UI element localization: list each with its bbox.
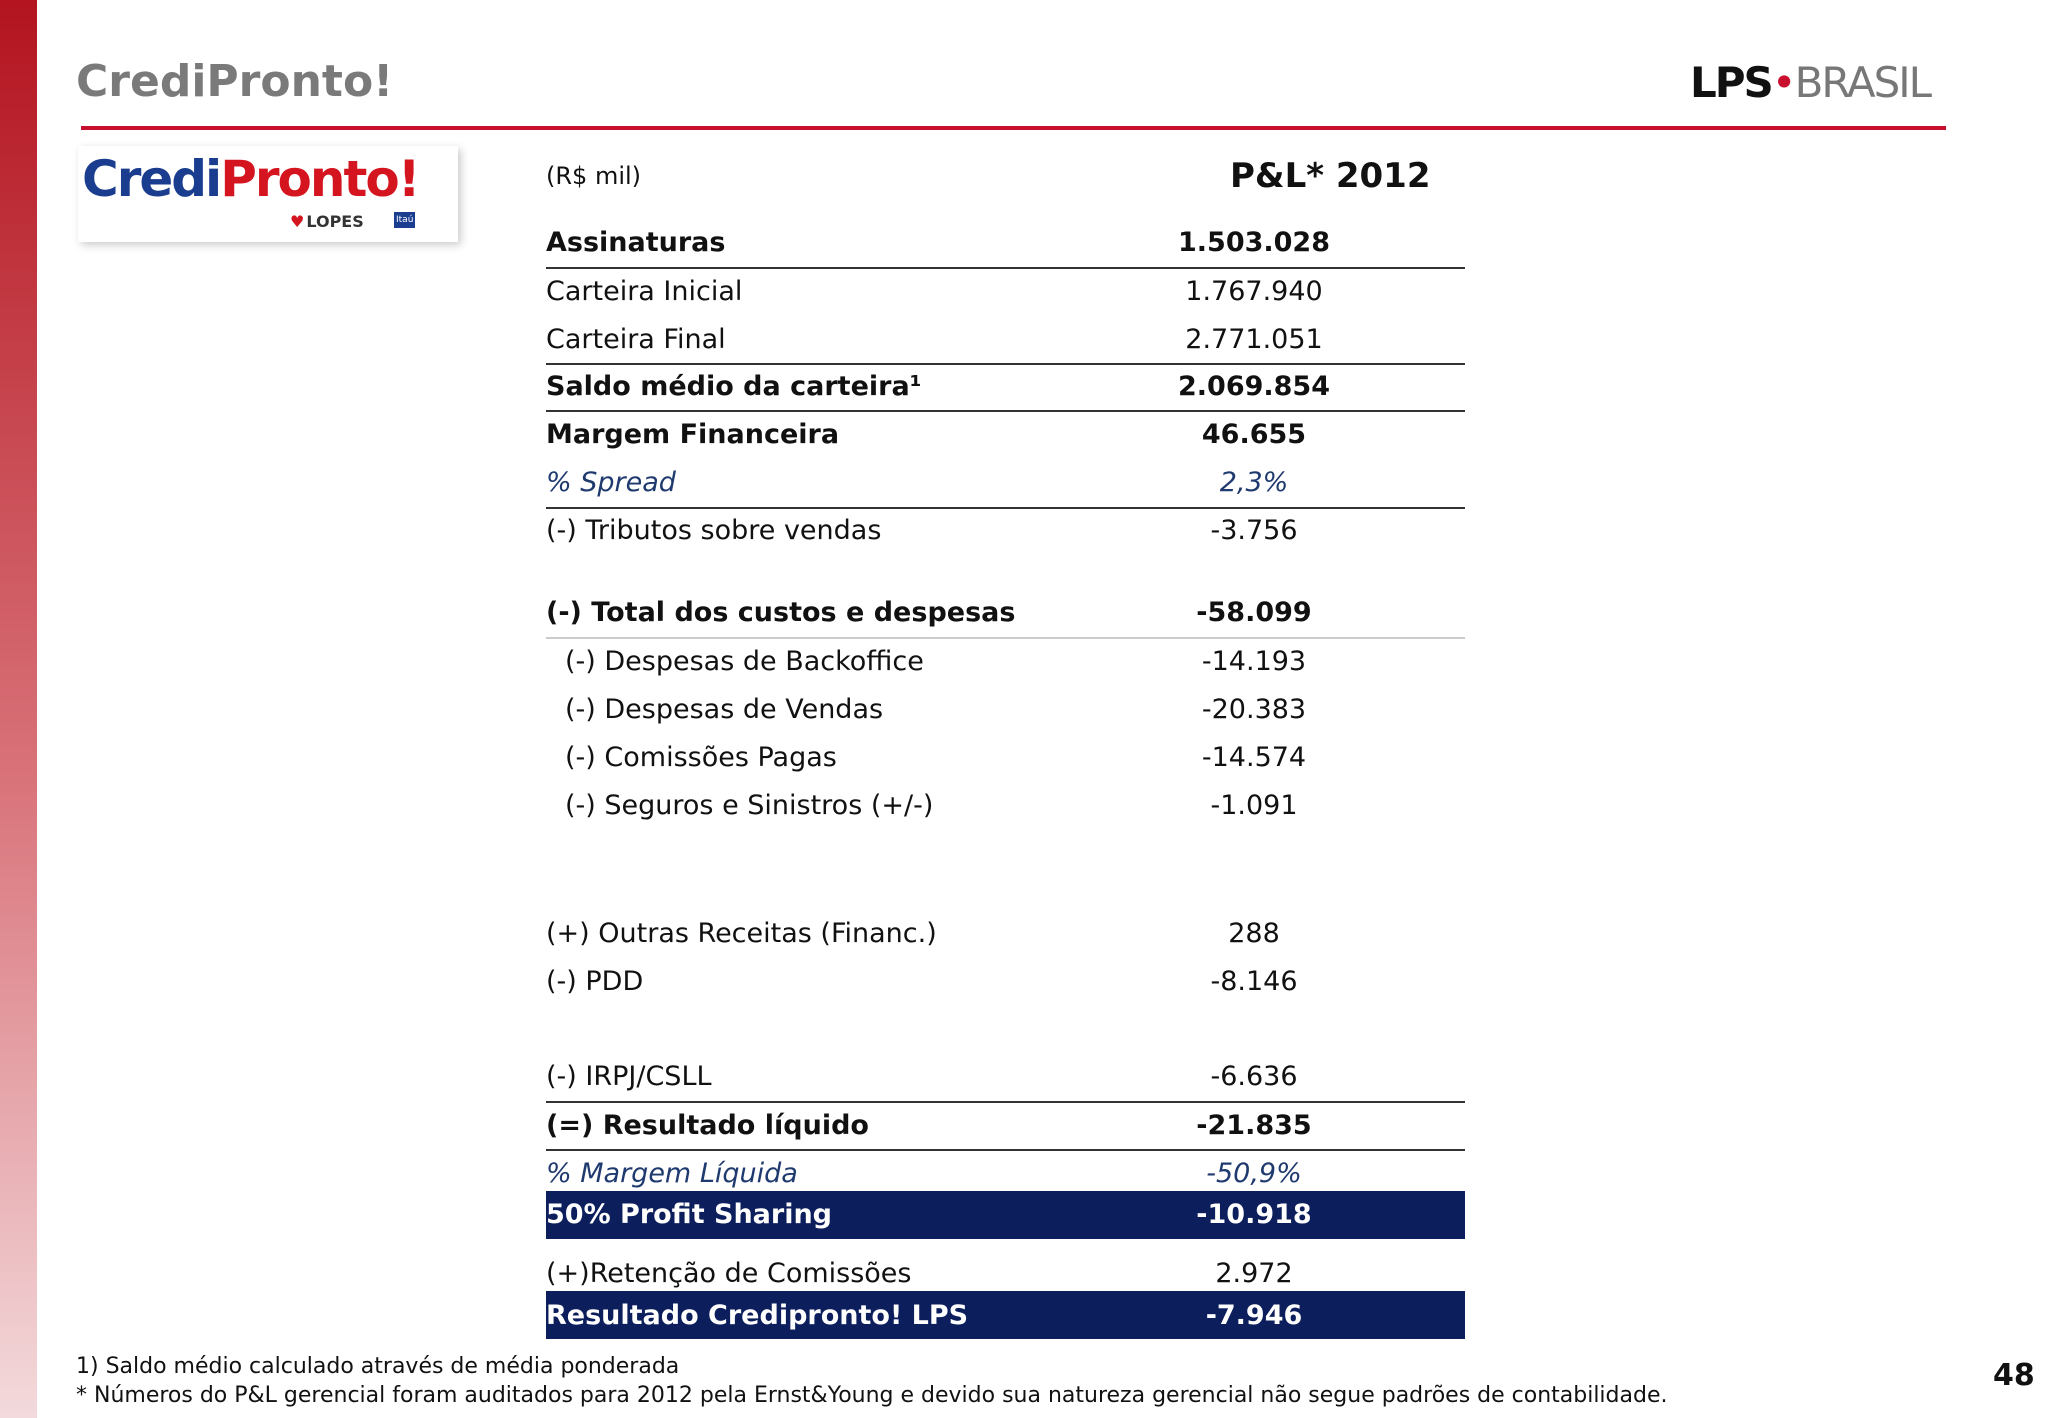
row-value: -58.099 — [1196, 597, 1312, 629]
table-row: (-) Despesas de Vendas -20.383 — [546, 685, 1465, 733]
row-value: -3.756 — [1210, 515, 1298, 547]
column-header: P&L* 2012 — [1230, 156, 1431, 196]
title: CrediPronto! — [76, 56, 394, 107]
footnote: * Números do P&L gerencial foram auditad… — [76, 1383, 1668, 1408]
row-value: 1.503.028 — [1177, 227, 1331, 259]
brand: LPS•BRASIL — [1690, 58, 1932, 107]
brand-right: BRASIL — [1794, 58, 1932, 107]
row-label: Saldo médio da carteira¹ — [546, 370, 922, 402]
row-label: (-) Total dos custos e despesas — [546, 597, 1016, 629]
row-value: -10.918 — [1196, 1199, 1312, 1231]
row-label: (+)Retenção de Comissões — [546, 1258, 912, 1290]
row-label: (=) Resultado líquido — [546, 1109, 869, 1141]
row-label: Assinaturas — [546, 227, 726, 259]
row-value: -14.574 — [1201, 742, 1307, 774]
row-value: -6.636 — [1210, 1061, 1298, 1093]
row-value: -14.193 — [1201, 645, 1307, 677]
table-row: (-) Seguros e Sinistros (+/-) -1.091 — [546, 782, 1465, 830]
row-label: (+) Outras Receitas (Financ.) — [546, 917, 937, 949]
table-row: (-) PDD -8.146 — [546, 958, 1465, 1006]
row-value: 2,3% — [1219, 467, 1289, 499]
side-bar — [0, 0, 37, 1418]
table-row: % Spread 2,3% — [546, 459, 1465, 509]
row-label: (-) IRPJ/CSLL — [546, 1061, 712, 1093]
row-label: % Margem Líquida — [546, 1157, 798, 1189]
row-value: -1.091 — [1210, 790, 1298, 822]
table-row: (-) Total dos custos e despesas -58.099 — [546, 589, 1465, 639]
logo: CrediPronto! LOPES Itaú — [78, 146, 458, 242]
row-label: (-) PDD — [546, 966, 644, 998]
row-label: (-) Comissões Pagas — [565, 742, 837, 774]
logo-pronto: Pronto! — [220, 150, 420, 208]
table-row: Margem Financeira 46.655 — [546, 410, 1465, 458]
table-row: Resultado Credipronto! LPS -7.946 — [546, 1291, 1465, 1340]
table-row: (-) Comissões Pagas -14.574 — [546, 734, 1465, 782]
row-value: -50,9% — [1206, 1157, 1302, 1189]
row-label: (-) Despesas de Vendas — [565, 693, 884, 725]
row-label: Carteira Final — [546, 323, 726, 355]
row-label: Resultado Credipronto! LPS — [546, 1299, 969, 1331]
brand-left: LPS — [1690, 58, 1774, 107]
row-label: Margem Financeira — [546, 418, 840, 450]
row-value: 1.767.940 — [1185, 275, 1323, 307]
row-value: 2.972 — [1215, 1258, 1293, 1290]
row-value: -7.946 — [1205, 1299, 1303, 1331]
table-row: Carteira Final 2.771.051 — [546, 315, 1465, 366]
row-value: 46.655 — [1201, 418, 1307, 450]
table-row: (-) Tributos sobre vendas -3.756 — [546, 507, 1465, 555]
table-row: (+)Retenção de Comissões 2.972 — [546, 1250, 1465, 1298]
row-value: 288 — [1228, 917, 1280, 949]
logo-itau: Itaú — [394, 212, 416, 228]
table-row: Assinaturas 1.503.028 — [546, 219, 1465, 269]
logo-lopes: LOPES — [290, 212, 363, 231]
page-number: 48 — [1993, 1358, 2035, 1393]
row-label: Carteira Inicial — [546, 275, 743, 307]
row-label: (-) Seguros e Sinistros (+/-) — [565, 790, 934, 822]
table-row: Carteira Inicial 1.767.940 — [546, 267, 1465, 315]
table-unit: (R$ mil) — [546, 162, 642, 190]
table-row: (+) Outras Receitas (Financ.) 288 — [546, 909, 1465, 957]
title-rule — [81, 126, 1946, 130]
brand-dot: • — [1771, 58, 1797, 107]
table-row: (-) IRPJ/CSLL -6.636 — [546, 1053, 1465, 1103]
row-label: (-) Despesas de Backoffice — [565, 645, 924, 677]
table-row: % Margem Líquida -50,9% — [546, 1149, 1465, 1197]
logo-text: CrediPronto! — [82, 150, 421, 208]
logo-credi: Credi — [82, 150, 222, 208]
table-row: (=) Resultado líquido -21.835 — [546, 1101, 1465, 1152]
row-value: -20.383 — [1201, 693, 1307, 725]
row-value: -8.146 — [1210, 966, 1298, 998]
row-value: 2.069.854 — [1177, 370, 1331, 402]
table-row: Saldo médio da carteira¹ 2.069.854 — [546, 362, 1465, 413]
row-label: % Spread — [546, 467, 676, 499]
table-row: 50% Profit Sharing -10.918 — [546, 1190, 1465, 1239]
row-label: (-) Tributos sobre vendas — [546, 515, 882, 547]
footnote: 1) Saldo médio calculado através de médi… — [76, 1354, 680, 1379]
row-label: 50% Profit Sharing — [546, 1199, 833, 1231]
table-row: (-) Despesas de Backoffice -14.193 — [546, 637, 1465, 685]
row-value: 2.771.051 — [1185, 323, 1323, 355]
row-value: -21.835 — [1196, 1109, 1312, 1141]
